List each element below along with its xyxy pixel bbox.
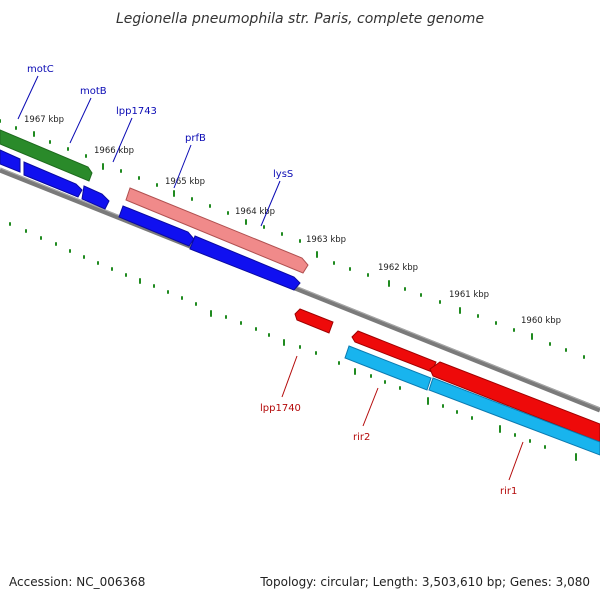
genome-backbone-highlight — [0, 167, 600, 409]
tick-label: 1960 kbp — [521, 316, 561, 326]
tick-label: 1961 kbp — [449, 290, 489, 300]
gene-label-leader — [281, 355, 298, 398]
map-title: Legionella pneumophila str. Paris, compl… — [116, 11, 484, 27]
gene-label-leader — [112, 117, 133, 163]
gene-label-motB[interactable]: motB — [80, 86, 107, 97]
gene-rir1-arrow[interactable] — [428, 377, 600, 456]
gene-label-prfB[interactable]: prfB — [185, 133, 206, 144]
gene-lysS-arrow[interactable] — [118, 205, 195, 247]
tick-label: 1967 kbp — [24, 115, 64, 125]
gene-label-leader — [260, 180, 281, 227]
gene-lpp1740-arrow[interactable] — [294, 308, 334, 334]
gene-rir1-arrow[interactable] — [429, 361, 600, 443]
gene-motB-arrow[interactable] — [23, 161, 83, 198]
gene-label-lpp1740[interactable]: lpp1740 — [260, 403, 301, 414]
gene-label-lysS[interactable]: lysS — [273, 169, 293, 180]
upper-tick-rail — [0, 119, 585, 359]
gene-label-motC[interactable]: motC — [27, 64, 54, 75]
genome-backbone — [0, 167, 600, 413]
gene-label-leader — [362, 387, 379, 427]
gene-lysS-arrow[interactable] — [189, 235, 301, 291]
gene-lpp1743-arrow[interactable] — [81, 185, 110, 210]
gene-rir2-arrow[interactable] — [344, 345, 432, 391]
gene-label-leader — [508, 441, 524, 481]
gene-label-leader — [173, 144, 192, 189]
tick-label: 1962 kbp — [378, 263, 418, 273]
gene-label-lpp1743[interactable]: lpp1743 — [116, 106, 157, 117]
tick-label: 1963 kbp — [306, 235, 346, 245]
gene-motB-arrow[interactable] — [0, 149, 21, 173]
gene-label-rir2[interactable]: rir2 — [353, 432, 370, 443]
tick-label: 1965 kbp — [165, 177, 205, 187]
gene-motC-arrow[interactable] — [0, 129, 93, 182]
lower-tick-rail — [9, 222, 577, 461]
accession-text: Accession: NC_006368 — [9, 575, 145, 589]
gene-label-rir1[interactable]: rir1 — [500, 486, 517, 497]
tick-label: 1966 kbp — [94, 146, 134, 156]
gene-rir2-arrow[interactable] — [351, 330, 437, 373]
gene-prfB-arrow[interactable] — [125, 187, 309, 274]
genome-summary-text: Topology: circular; Length: 3,503,610 bp… — [259, 575, 590, 589]
gene-label-leader — [17, 75, 39, 120]
tick-label: 1964 kbp — [235, 207, 275, 217]
gene-label-leader — [69, 97, 92, 144]
